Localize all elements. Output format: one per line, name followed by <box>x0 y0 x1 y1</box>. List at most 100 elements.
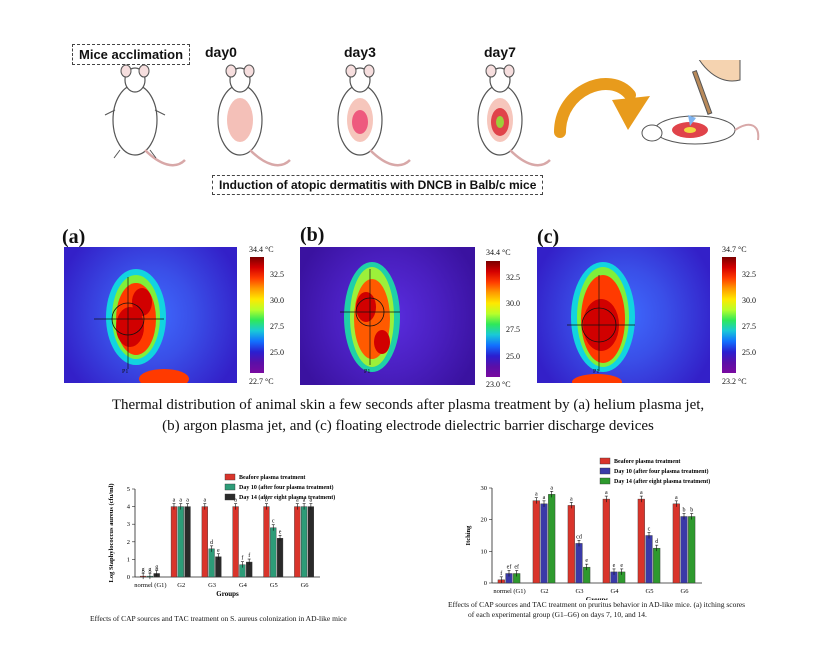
legend-swatch <box>599 467 611 475</box>
thermal-c-tick: 27.5 <box>742 322 756 331</box>
x-tick-label: G2 <box>177 582 185 589</box>
data-label: a <box>605 490 608 496</box>
data-label: e <box>279 529 282 535</box>
curved-arrow-icon <box>554 78 650 138</box>
bar <box>645 535 653 584</box>
bar <box>270 527 277 578</box>
data-label: f <box>500 570 502 577</box>
thermal-c-tick: 32.5 <box>742 270 756 279</box>
thermal-a-point: P1 <box>122 369 128 375</box>
legend-swatch <box>224 493 236 501</box>
data-label: g <box>142 567 145 573</box>
y-tick-label: 5 <box>127 486 130 493</box>
thermal-a-scale <box>250 257 264 373</box>
bar <box>672 503 680 584</box>
data-label: e <box>217 548 220 554</box>
bar <box>307 506 314 578</box>
bar <box>184 506 191 578</box>
y-axis-label: Log Staphylococcus aureus (cfu/ml) <box>108 483 115 582</box>
thermal-a-tick: 30.0 <box>270 296 284 305</box>
thermal-caption-line2: (b) argon plasma jet, and (c) floating e… <box>162 418 654 434</box>
thermal-caption-line1: Thermal distribution of animal skin a fe… <box>111 397 705 413</box>
thermal-caption: Thermal distribution of animal skin a fe… <box>98 395 718 437</box>
y-tick-label: 3 <box>127 521 130 528</box>
bar <box>232 506 239 578</box>
itching-caption-line1: Effects of CAP sources and TAC treatment… <box>448 600 746 609</box>
data-label: a <box>570 496 573 502</box>
legend-swatch <box>599 477 611 485</box>
data-label: b <box>690 508 693 514</box>
bar <box>602 498 610 584</box>
legend-label: Day 10 (after four plasma treatment) <box>239 484 333 491</box>
thermal-a-min: 22.7 °C <box>249 377 274 386</box>
panel-c-letter: (c) <box>537 226 560 248</box>
x-axis-label: Groups <box>586 596 609 600</box>
x-tick-label: G2 <box>541 588 549 595</box>
bar <box>532 500 540 584</box>
thermal-image-b: P1 <box>300 247 475 385</box>
mouse-treatment <box>641 115 760 145</box>
thermal-b-tick: 25.0 <box>506 352 520 361</box>
x-tick-label: G4 <box>611 588 620 595</box>
mouse-day0 <box>217 64 291 167</box>
x-tick-label: G3 <box>208 582 216 589</box>
legend-label: Day 10 (after four plasma treatment) <box>614 468 708 475</box>
data-label: a <box>234 498 237 504</box>
data-label: f <box>248 552 250 559</box>
thermal-b-point: P1 <box>364 369 370 375</box>
bar <box>680 516 688 584</box>
data-label: c <box>648 527 651 533</box>
legend-label: Day 14 (after eight plasma treatment) <box>614 478 710 485</box>
bar <box>653 547 661 584</box>
legend-swatch <box>599 457 611 465</box>
data-label: a <box>310 498 313 504</box>
y-tick-label: 20 <box>481 517 488 524</box>
thermal-a-tick: 32.5 <box>270 270 284 279</box>
thermal-b-scale <box>486 261 500 377</box>
x-tick-label: G5 <box>646 588 654 595</box>
saureus-caption: Effects of CAP sources and TAC treatment… <box>90 614 347 623</box>
data-label: a <box>550 485 553 491</box>
itching-caption: Effects of CAP sources and TAC treatment… <box>448 600 745 620</box>
data-label: a <box>535 492 538 498</box>
bar <box>688 516 696 584</box>
thermal-c-tick: 25.0 <box>742 348 756 357</box>
bar <box>300 506 308 578</box>
y-tick-label: 0 <box>127 574 130 581</box>
thermal-c-tick: 30.0 <box>742 296 756 305</box>
legend-swatch <box>224 473 236 481</box>
thermal-a-tick: 25.0 <box>270 348 284 357</box>
data-label: f <box>241 555 243 562</box>
day0-label: day0 <box>205 44 237 60</box>
bar <box>540 503 548 584</box>
data-label: e <box>620 563 623 569</box>
bar <box>567 505 575 584</box>
bar <box>575 543 583 584</box>
thermal-image-a: P1 <box>64 247 237 383</box>
y-axis-label: Itching <box>465 525 472 546</box>
data-label: a <box>640 490 643 496</box>
legend-label: Beafore plasma treatment <box>614 459 680 465</box>
data-label: a <box>173 498 176 504</box>
bar <box>276 538 284 578</box>
saureus-chart: 0 1 2 3 4 5 Log Staphylococcus aureus (cfu/ml)… <box>108 473 335 598</box>
legend-swatch <box>224 483 236 491</box>
y-tick-label: 1 <box>127 556 130 563</box>
bar <box>637 498 645 584</box>
legend-label: Day 14 (after eight plasma treatment) <box>239 494 335 501</box>
data-label: a <box>303 498 306 504</box>
thermal-b-tick: 30.0 <box>506 299 520 308</box>
thermal-c-scale <box>722 257 736 373</box>
thermal-image-c: P1 <box>537 247 710 383</box>
bar <box>201 506 208 578</box>
hand-plasma-device-icon <box>688 60 741 126</box>
x-tick-label: G6 <box>301 582 310 589</box>
x-tick-label: G5 <box>270 582 278 589</box>
x-tick-label: normel (G1) <box>493 588 525 595</box>
data-label: cd <box>576 534 582 540</box>
x-tick-label: normel (G1) <box>134 582 166 589</box>
data-label: a <box>179 498 182 504</box>
thermal-b-tick: 32.5 <box>506 273 520 282</box>
y-tick-label: 30 <box>481 485 488 492</box>
